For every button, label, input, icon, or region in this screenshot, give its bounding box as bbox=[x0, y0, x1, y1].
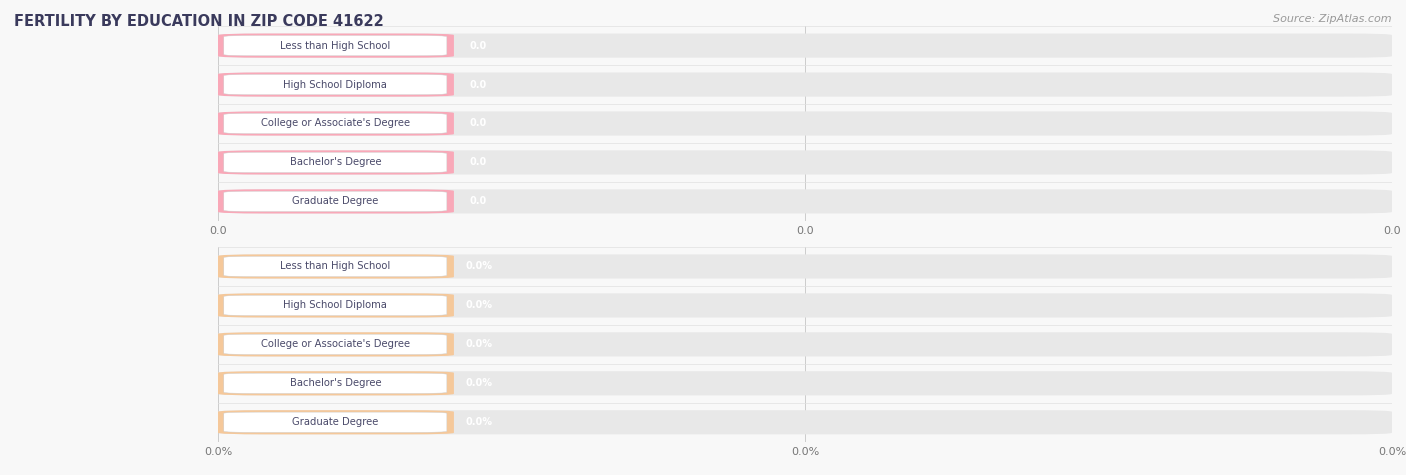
FancyBboxPatch shape bbox=[224, 295, 447, 315]
FancyBboxPatch shape bbox=[218, 112, 1392, 135]
Text: High School Diploma: High School Diploma bbox=[284, 79, 387, 90]
FancyBboxPatch shape bbox=[218, 112, 454, 135]
FancyBboxPatch shape bbox=[218, 255, 454, 278]
FancyBboxPatch shape bbox=[218, 294, 454, 317]
Text: Graduate Degree: Graduate Degree bbox=[292, 196, 378, 207]
Text: 0.0%: 0.0% bbox=[465, 261, 492, 272]
FancyBboxPatch shape bbox=[224, 114, 447, 133]
Text: 0.0: 0.0 bbox=[470, 40, 488, 51]
FancyBboxPatch shape bbox=[218, 34, 454, 57]
FancyBboxPatch shape bbox=[224, 191, 447, 211]
Text: Bachelor's Degree: Bachelor's Degree bbox=[290, 157, 381, 168]
FancyBboxPatch shape bbox=[224, 152, 447, 172]
Text: High School Diploma: High School Diploma bbox=[284, 300, 387, 311]
Text: Less than High School: Less than High School bbox=[280, 40, 391, 51]
FancyBboxPatch shape bbox=[218, 190, 1392, 213]
FancyBboxPatch shape bbox=[218, 73, 454, 96]
Text: College or Associate's Degree: College or Associate's Degree bbox=[260, 118, 411, 129]
FancyBboxPatch shape bbox=[224, 36, 447, 56]
FancyBboxPatch shape bbox=[218, 34, 1392, 57]
Text: 0.0: 0.0 bbox=[470, 157, 488, 168]
Text: 0.0: 0.0 bbox=[470, 118, 488, 129]
FancyBboxPatch shape bbox=[218, 410, 454, 434]
FancyBboxPatch shape bbox=[218, 73, 1392, 96]
FancyBboxPatch shape bbox=[224, 412, 447, 432]
Text: FERTILITY BY EDUCATION IN ZIP CODE 41622: FERTILITY BY EDUCATION IN ZIP CODE 41622 bbox=[14, 14, 384, 29]
Text: Source: ZipAtlas.com: Source: ZipAtlas.com bbox=[1274, 14, 1392, 24]
Text: 0.0%: 0.0% bbox=[465, 339, 492, 350]
FancyBboxPatch shape bbox=[224, 256, 447, 276]
FancyBboxPatch shape bbox=[218, 255, 1392, 278]
FancyBboxPatch shape bbox=[218, 332, 454, 356]
FancyBboxPatch shape bbox=[224, 373, 447, 393]
Text: College or Associate's Degree: College or Associate's Degree bbox=[260, 339, 411, 350]
FancyBboxPatch shape bbox=[218, 151, 1392, 174]
FancyBboxPatch shape bbox=[218, 371, 1392, 395]
Text: Graduate Degree: Graduate Degree bbox=[292, 417, 378, 428]
Text: Less than High School: Less than High School bbox=[280, 261, 391, 272]
FancyBboxPatch shape bbox=[224, 334, 447, 354]
FancyBboxPatch shape bbox=[218, 294, 1392, 317]
Text: 0.0%: 0.0% bbox=[465, 417, 492, 428]
Text: 0.0: 0.0 bbox=[470, 79, 488, 90]
FancyBboxPatch shape bbox=[224, 75, 447, 95]
FancyBboxPatch shape bbox=[218, 371, 454, 395]
FancyBboxPatch shape bbox=[218, 151, 454, 174]
Text: 0.0%: 0.0% bbox=[465, 300, 492, 311]
FancyBboxPatch shape bbox=[218, 410, 1392, 434]
Text: 0.0: 0.0 bbox=[470, 196, 488, 207]
FancyBboxPatch shape bbox=[218, 190, 454, 213]
FancyBboxPatch shape bbox=[218, 332, 1392, 356]
Text: Bachelor's Degree: Bachelor's Degree bbox=[290, 378, 381, 389]
Text: 0.0%: 0.0% bbox=[465, 378, 492, 389]
